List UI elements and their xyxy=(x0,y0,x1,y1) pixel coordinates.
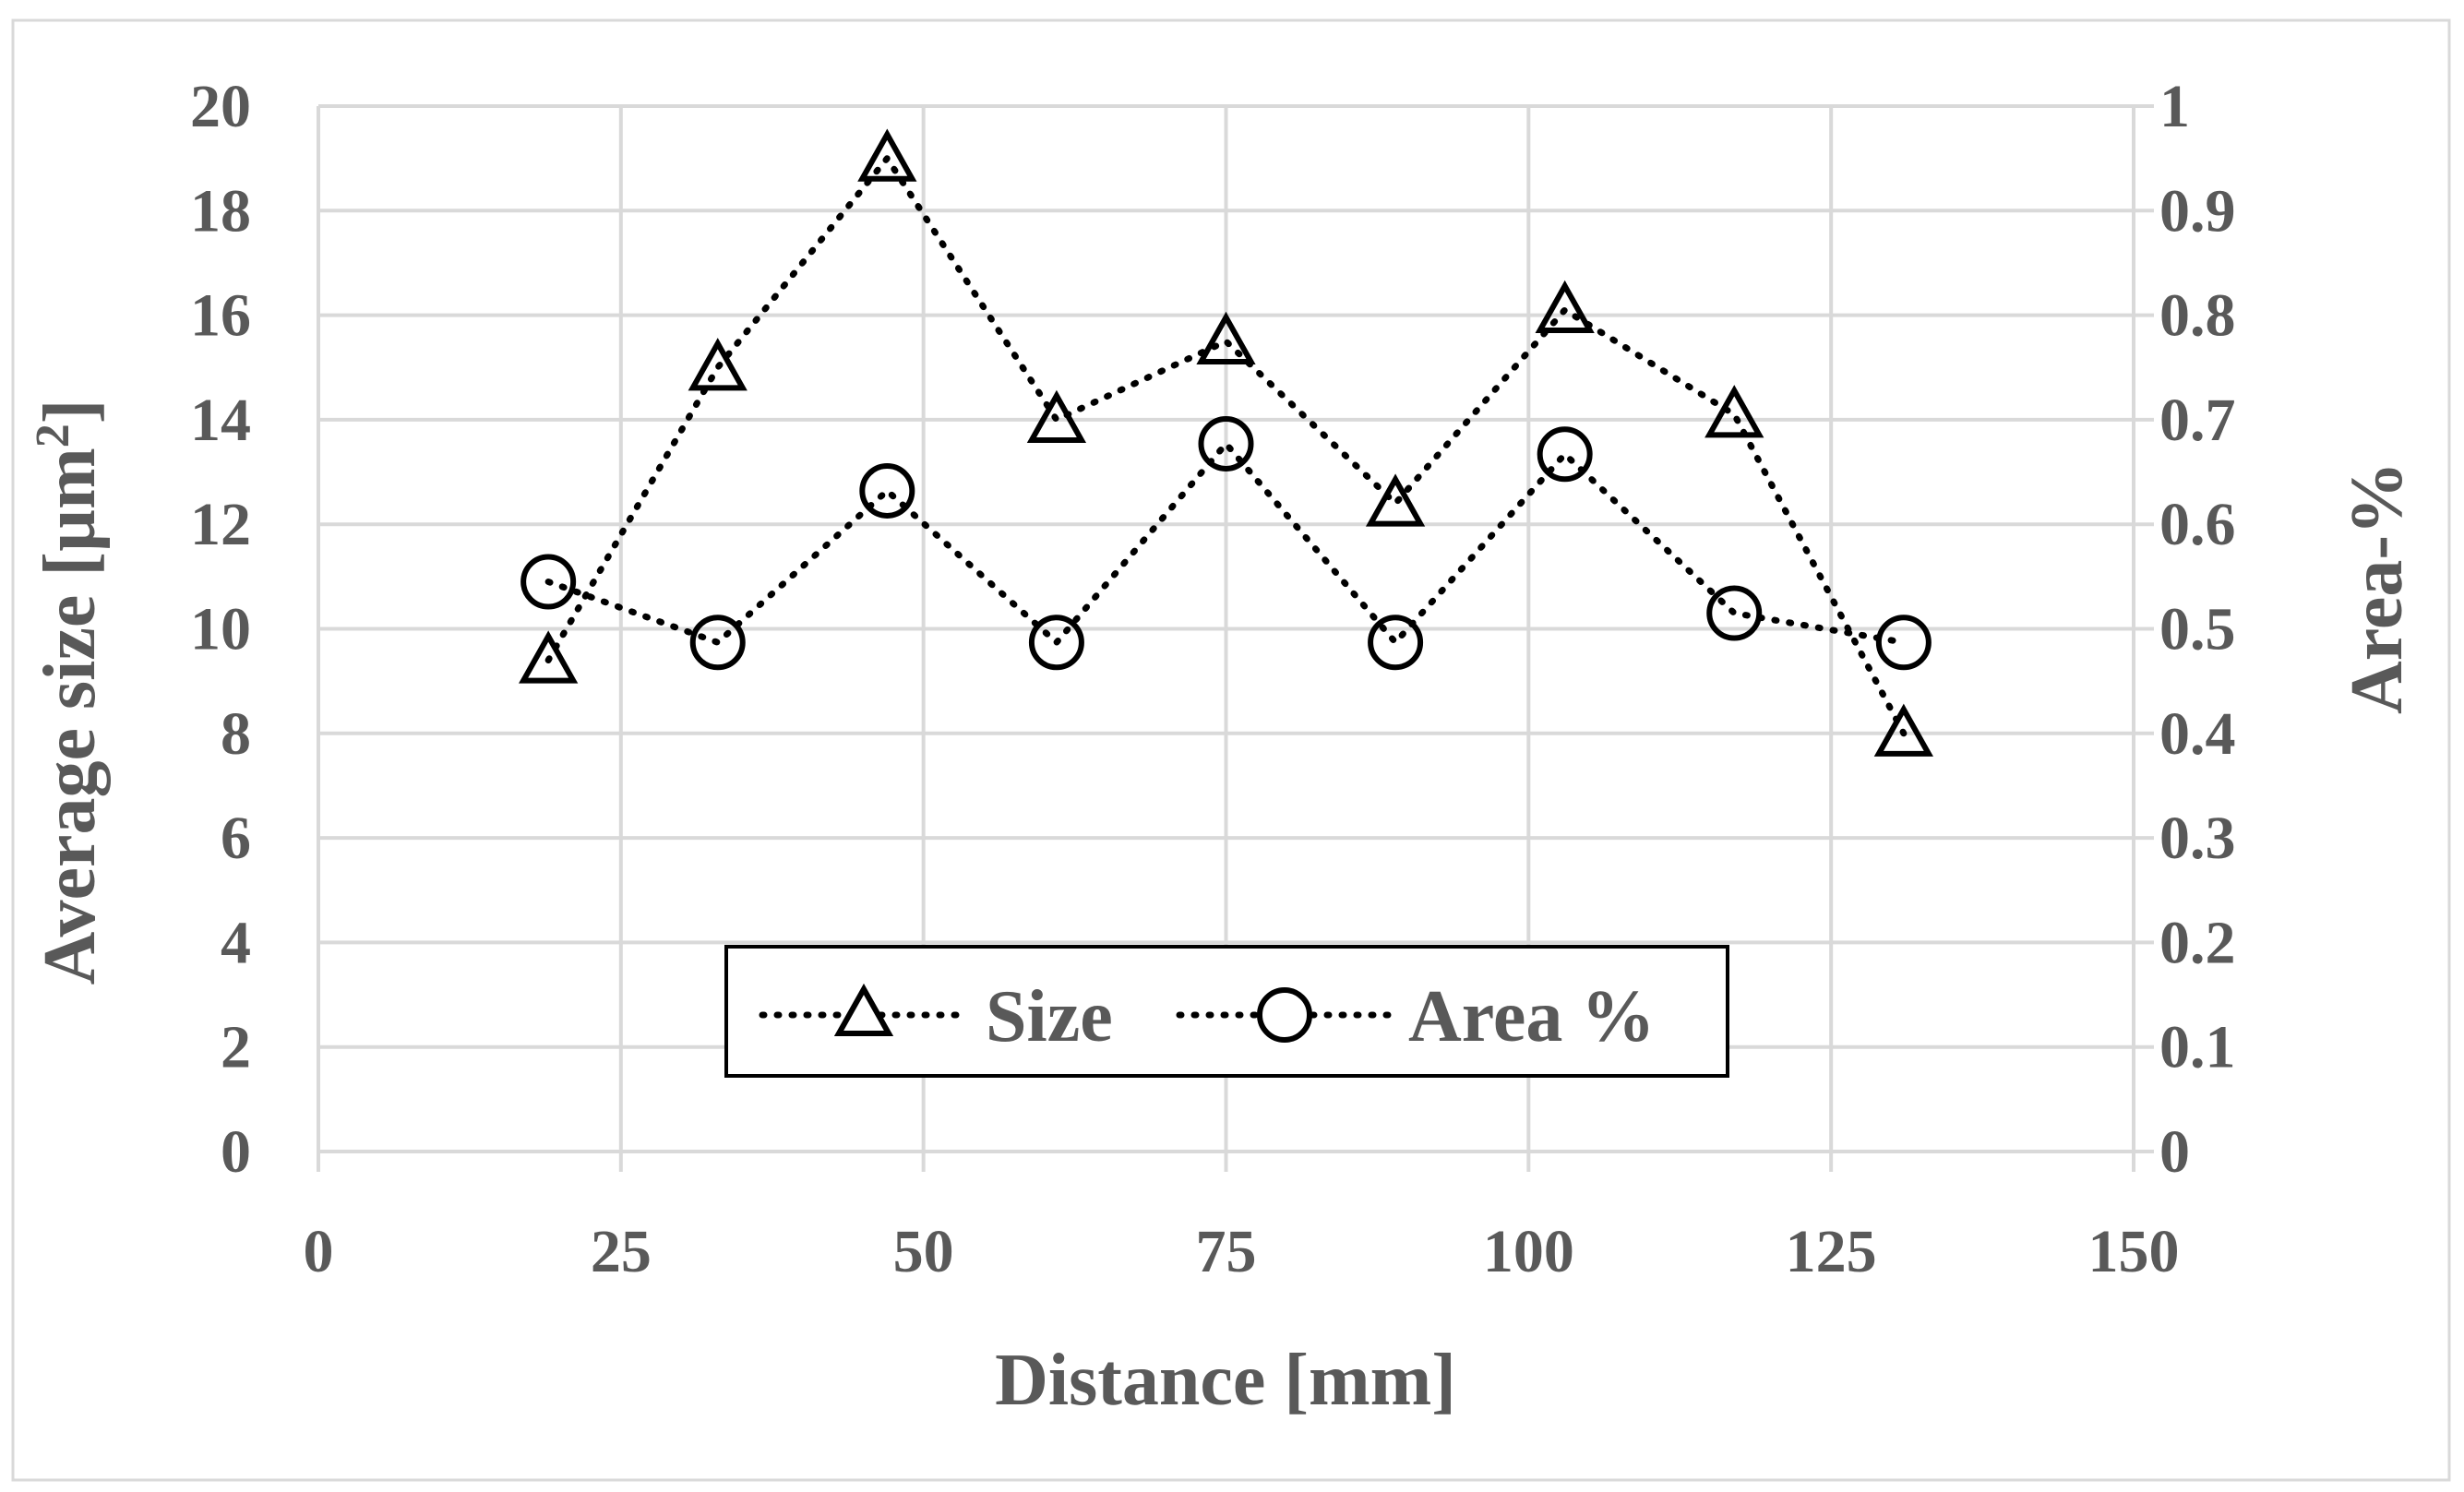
y2-axis-title: Area-% xyxy=(2337,461,2418,714)
x-tick-label: 75 xyxy=(1196,1218,1257,1285)
grid-lines xyxy=(318,104,2135,1152)
data-point-circle xyxy=(1537,426,1593,483)
y-tick-label: 16 xyxy=(190,282,251,350)
data-point-triangle xyxy=(688,338,748,391)
series-layer xyxy=(519,128,1933,757)
legend-label-area: Area % xyxy=(1408,976,1655,1057)
y-tick-label: 4 xyxy=(221,909,251,976)
data-point-triangle xyxy=(857,128,917,182)
axes xyxy=(317,104,2154,1172)
data-point-circle xyxy=(1198,415,1254,471)
x-tick-label: 25 xyxy=(591,1218,652,1285)
y-tick-label: 14 xyxy=(190,387,251,454)
y2-tick-label: 0.6 xyxy=(2159,491,2236,558)
y2-tick-label: 0.1 xyxy=(2159,1014,2236,1081)
data-point-triangle xyxy=(1535,280,1595,334)
data-point-circle xyxy=(1368,615,1424,671)
data-point-triangle xyxy=(1365,473,1426,527)
y2-tick-label: 0.8 xyxy=(2159,282,2236,350)
y-tick-label: 20 xyxy=(190,73,251,140)
data-point-circle xyxy=(1028,615,1084,671)
series-size xyxy=(519,128,1933,757)
circle-marker-icon xyxy=(1257,987,1312,1043)
legend-label-size: Size xyxy=(986,976,1113,1057)
x-tick-label: 125 xyxy=(1786,1218,1877,1285)
y-tick-label: 8 xyxy=(221,700,251,768)
y-tick-label: 10 xyxy=(190,596,251,663)
data-point-circle xyxy=(1875,615,1932,671)
triangle-marker-icon xyxy=(833,983,894,1036)
legend: Size Area % xyxy=(724,945,1729,1078)
y2-tick-label: 1 xyxy=(2159,73,2190,140)
y-axis-title-close: ] xyxy=(30,400,111,424)
y-axis-title-main: Average size [µm xyxy=(30,448,111,985)
data-point-circle xyxy=(859,462,915,519)
series-line xyxy=(544,438,1908,648)
data-point-triangle xyxy=(1026,389,1087,443)
legend-box xyxy=(724,945,1729,1078)
y2-tick-label: 0.7 xyxy=(2159,387,2236,454)
y2-tick-label: 0 xyxy=(2159,1118,2190,1186)
y2-tick-label: 0.5 xyxy=(2159,596,2236,663)
y-tick-label: 2 xyxy=(221,1014,251,1081)
x-tick-label: 0 xyxy=(304,1218,334,1285)
x-axis-title: Distance [mm] xyxy=(995,1340,1456,1421)
y2-tick-label: 0.9 xyxy=(2159,177,2236,245)
chart-frame xyxy=(11,18,2451,1482)
y-tick-label: 6 xyxy=(221,805,251,872)
x-tick-label: 150 xyxy=(2088,1218,2180,1285)
series-line xyxy=(544,152,1908,737)
y2-tick-label: 0.4 xyxy=(2159,700,2236,768)
y2-tick-label: 0.2 xyxy=(2159,909,2236,976)
y-tick-label: 12 xyxy=(190,491,251,558)
y-tick-label: 18 xyxy=(190,177,251,245)
data-point-triangle xyxy=(1873,703,1933,757)
y-axis-title: Average size [µm2] xyxy=(27,400,111,985)
series-area xyxy=(520,415,1932,671)
data-point-circle xyxy=(1706,585,1763,641)
data-point-triangle xyxy=(1704,385,1764,438)
y-axis-title-superscript: 2 xyxy=(27,424,79,448)
tick-labels: 0246810121416182000.10.20.30.40.50.60.70… xyxy=(190,73,2236,1285)
data-point-circle xyxy=(520,554,577,610)
data-point-triangle xyxy=(519,630,579,684)
x-tick-label: 50 xyxy=(893,1218,954,1285)
x-tick-label: 100 xyxy=(1483,1218,1574,1285)
y2-tick-label: 0.3 xyxy=(2159,805,2236,872)
data-point-circle xyxy=(689,615,746,671)
y-tick-label: 0 xyxy=(221,1118,251,1186)
data-point-triangle xyxy=(1196,311,1256,365)
